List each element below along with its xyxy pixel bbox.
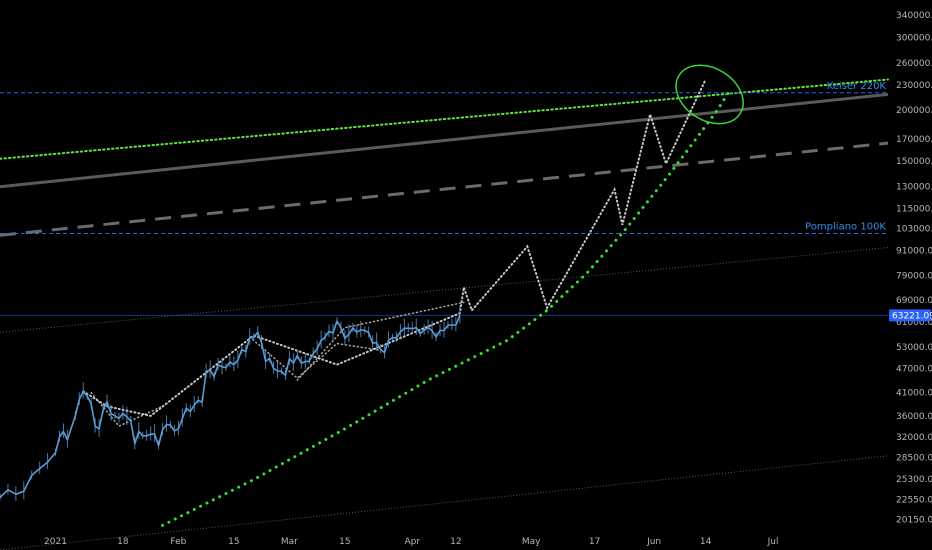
y-axis[interactable]: 340000.00 300000.00 260000.00 230000.00 2000…	[889, 11, 932, 526]
x-tick-label: Feb	[170, 537, 186, 547]
y-tick-label: 230000.00	[896, 81, 932, 91]
bump-path-2	[296, 301, 465, 381]
price-series-layer	[0, 305, 461, 501]
y-tick-label: 25300.00	[896, 475, 932, 485]
x-tick-label: May	[522, 537, 541, 547]
bump-path-0	[90, 391, 164, 428]
y-tick-label: 79000.00	[896, 272, 932, 282]
y-tick-label: 340000.00	[896, 11, 932, 21]
y-tick-label: 41000.00	[896, 389, 932, 399]
y-tick-label: 170000.00	[896, 135, 932, 145]
x-tick-label: Mar	[281, 537, 298, 547]
y-tick-label: 91000.00	[896, 246, 932, 256]
y-tick-label: 200000.00	[896, 106, 932, 116]
y-tick-label: 20150.00	[896, 516, 932, 526]
level-label-1: Pompliano 100K	[805, 222, 886, 233]
y-tick-label: 47000.00	[896, 364, 932, 374]
y-tick-label: 69000.00	[896, 296, 932, 306]
target-ellipse[interactable]	[665, 53, 754, 135]
y-tick-label: 36000.00	[896, 412, 932, 422]
x-tick-label: 12	[450, 537, 461, 547]
y-tick-label: 130000.00	[896, 183, 932, 193]
y-tick-label: 103000.00	[896, 224, 932, 234]
trendline-upper-green-dotted	[0, 78, 889, 160]
x-tick-label: Apr	[404, 537, 420, 547]
x-tick-label: 17	[589, 537, 600, 547]
bump-path-1	[249, 336, 382, 380]
trendline-solid-gray	[0, 92, 889, 189]
level-label-0: Keiser 220K	[827, 81, 887, 92]
y-tick-label: 22550.00	[896, 495, 932, 505]
x-tick-label: 2021	[44, 537, 67, 547]
current-price-label: 63221.09	[892, 311, 932, 321]
y-tick-label: 150000.00	[896, 157, 932, 167]
y-tick-label: 300000.00	[896, 33, 932, 43]
y-tick-label: 53000.00	[896, 343, 932, 353]
trendline-channel-lower	[0, 455, 889, 550]
x-tick-label: 14	[700, 537, 712, 547]
x-tick-label: 15	[228, 537, 239, 547]
x-tick-label: 18	[117, 537, 129, 547]
y-tick-label: 28500.00	[896, 454, 932, 464]
projection-path	[82, 78, 707, 417]
current-price-badge	[889, 309, 931, 322]
x-tick-label: 15	[339, 537, 350, 547]
x-tick-label: Jul	[767, 537, 779, 547]
trendline-dashed-gray	[0, 141, 889, 237]
annotation-layer: Keiser 220K Pompliano 100K	[665, 53, 887, 233]
y-tick-label: 115000.00	[896, 205, 932, 215]
y-tick-label: 32000.00	[896, 433, 932, 443]
x-axis[interactable]: 2021 18 Feb 15 Mar 15 Apr 12 May 17 Jun 14 Jul	[44, 537, 778, 547]
y-tick-label: 61000.00	[896, 318, 932, 328]
drawing-layer	[0, 78, 889, 550]
parabolic-curve	[161, 89, 731, 527]
x-tick-label: Jun	[646, 537, 661, 547]
y-tick-label: 260000.00	[896, 59, 932, 69]
